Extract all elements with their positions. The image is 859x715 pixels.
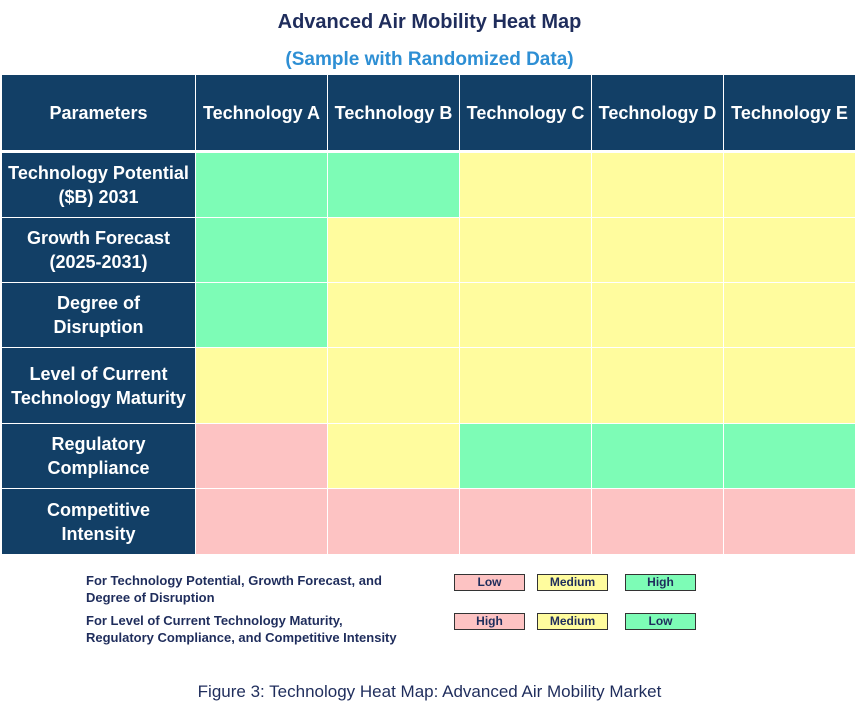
heatmap-cell xyxy=(592,348,724,424)
figure-caption: Figure 3: Technology Heat Map: Advanced … xyxy=(197,682,662,701)
row-label-line: (2025-2031) xyxy=(49,252,148,272)
row-label-line: Disruption xyxy=(53,317,144,337)
legend-swatch: High xyxy=(454,613,525,630)
heatmap-cell xyxy=(592,424,724,489)
legend-swatch: Medium xyxy=(537,574,608,591)
heatmap-cell xyxy=(724,153,856,218)
heatmap-cell xyxy=(328,218,460,283)
row-label-line: Competitive xyxy=(46,499,151,520)
row-label-line: Intensity xyxy=(61,523,136,544)
heatmap-cell xyxy=(460,489,592,555)
row-label-line: Compliance xyxy=(47,458,150,478)
row-header: Regulatory Compliance xyxy=(2,424,196,489)
heatmap-cell xyxy=(460,424,592,489)
row-label-line: ($B) 2031 xyxy=(58,187,139,207)
column-header: Technology B xyxy=(328,75,460,153)
legend-description: For Technology Potential, Growth Forecas… xyxy=(86,572,431,606)
corner-header: Parameters xyxy=(2,75,196,153)
heatmap-cell xyxy=(460,153,592,218)
legend-swatch: High xyxy=(625,574,696,591)
heatmap-cell xyxy=(196,348,328,424)
column-header: Technology C xyxy=(460,75,592,153)
row-label-line: Technology Maturity xyxy=(11,387,186,408)
heatmap-cell xyxy=(460,348,592,424)
row-label-line: Degree of xyxy=(56,293,141,313)
legend-description-line: Regulatory Compliance, and Competitive I… xyxy=(86,630,397,645)
column-header: Technology D xyxy=(592,75,724,153)
heatmap-cell xyxy=(196,424,328,489)
row-label-line: Level of Current xyxy=(29,363,168,384)
row-header: Growth Forecast (2025-2031) xyxy=(2,218,196,283)
legend-description-line: For Level of Current Technology Maturity… xyxy=(86,613,343,628)
heatmap-cell xyxy=(592,153,724,218)
chart-title: Advanced Air Mobility Heat Map xyxy=(277,11,582,33)
heatmap-cell xyxy=(724,424,856,489)
heatmap-cell xyxy=(328,153,460,218)
heatmap-cell xyxy=(328,424,460,489)
legend-description: For Level of Current Technology Maturity… xyxy=(86,612,431,646)
row-label-line: Regulatory xyxy=(51,434,146,454)
legend-swatch: Low xyxy=(454,574,525,591)
row-header: Technology Potential ($B) 2031 xyxy=(2,153,196,218)
heatmap-cell xyxy=(328,489,460,555)
heatmap-cell xyxy=(460,218,592,283)
heatmap-grid: Parameters Technology A Technology B Techno… xyxy=(2,75,856,555)
heatmap-cell xyxy=(328,283,460,348)
legend-swatch: Medium xyxy=(537,613,608,630)
heatmap-cell xyxy=(724,218,856,283)
row-label-line: Growth Forecast xyxy=(26,228,171,248)
heatmap-cell xyxy=(196,489,328,555)
heatmap-cell xyxy=(328,348,460,424)
heatmap-cell xyxy=(460,283,592,348)
heatmap-cell xyxy=(724,489,856,555)
heatmap-cell xyxy=(592,283,724,348)
legend-description-line: For Technology Potential, Growth Forecas… xyxy=(86,573,382,588)
legend-swatch: Low xyxy=(625,613,696,630)
heatmap-cell xyxy=(724,283,856,348)
heatmap-cell xyxy=(196,153,328,218)
heatmap-cell xyxy=(592,218,724,283)
legend-description-line: Degree of Disruption xyxy=(86,590,215,605)
column-header: Technology A xyxy=(196,75,328,153)
row-header: Level of Current Technology Maturity xyxy=(2,348,196,424)
heatmap-cell xyxy=(196,218,328,283)
row-header: Competitive Intensity xyxy=(2,489,196,555)
heatmap-cell xyxy=(196,283,328,348)
row-label-line: Technology Potential xyxy=(8,163,189,183)
heatmap-cell xyxy=(592,489,724,555)
row-header: Degree of Disruption xyxy=(2,283,196,348)
column-header: Technology E xyxy=(724,75,856,153)
chart-subtitle: (Sample with Randomized Data) xyxy=(285,49,574,70)
heatmap-cell xyxy=(724,348,856,424)
